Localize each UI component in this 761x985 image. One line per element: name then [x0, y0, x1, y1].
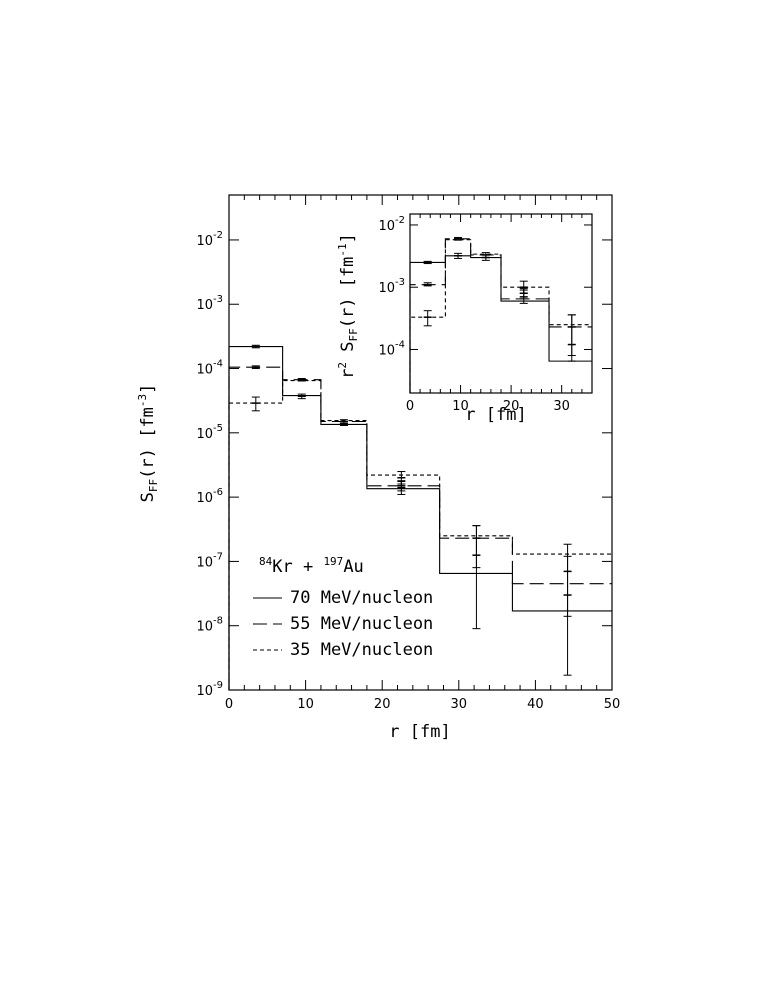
inset-error-bars — [423, 236, 576, 362]
inset-plot: 0 10 20 30 10-2 10-3 10-4 r [fm] r2 SFF(r) [f… — [336, 213, 593, 425]
y-tick-label: 10-3 — [378, 277, 405, 296]
error-bar — [519, 280, 528, 294]
error-bar — [454, 252, 463, 259]
error-bar — [454, 236, 463, 241]
error-bar — [472, 525, 481, 569]
y-tick-label: 10-7 — [196, 551, 223, 570]
inset-y-tick-labels: 10-2 10-3 10-4 — [378, 215, 405, 359]
x-tick-label: 10 — [452, 399, 469, 414]
x-tick-label: 40 — [527, 697, 544, 712]
inset-series-steps — [409, 238, 592, 393]
y-tick-label: 10-8 — [196, 616, 223, 635]
main-plot: 0 10 20 30 40 50 10-2 10-3 10-4 10-5 10-6 10-7 10-8… — [136, 194, 620, 742]
error-bar — [397, 471, 406, 485]
error-bar — [423, 282, 432, 287]
main-series-steps — [228, 345, 612, 690]
inset-axis-ticks — [409, 214, 592, 393]
main-axis-ticks — [228, 195, 613, 691]
error-bar — [423, 260, 432, 265]
y-tick-label: 10-2 — [196, 230, 223, 249]
error-bar — [251, 344, 260, 349]
y-tick-label: 10-4 — [378, 339, 405, 358]
error-bar — [339, 419, 348, 424]
reaction-annotation: 84Kr + 197Au — [259, 555, 364, 577]
legend-label: 35 MeV/nucleon — [290, 640, 433, 660]
x-tick-label: 10 — [297, 697, 314, 712]
error-bar — [567, 314, 576, 357]
main-error-bars — [251, 344, 572, 676]
error-bar — [251, 365, 260, 370]
x-tick-label: 50 — [604, 697, 621, 712]
y-tick-label: 10-6 — [196, 487, 223, 506]
legend-label: 70 MeV/nucleon — [290, 588, 433, 608]
error-bar — [297, 377, 306, 382]
x-tick-label: 0 — [225, 697, 233, 712]
inset-plot-frame — [409, 213, 593, 394]
error-bar — [563, 555, 572, 617]
error-bar — [251, 396, 260, 412]
main-y-axis-title: SFF(r) [fm-3] — [136, 384, 160, 503]
x-tick-label: 20 — [503, 399, 520, 414]
y-tick-label: 10-9 — [196, 680, 223, 699]
y-tick-label: 10-4 — [196, 359, 223, 378]
x-tick-label: 20 — [374, 697, 391, 712]
main-x-axis-title: r [fm] — [389, 722, 450, 742]
inset-y-axis-title: r2 SFF(r) [fm-1] — [336, 233, 360, 379]
y-tick-label: 10-3 — [196, 294, 223, 313]
inset-x-tick-labels: 0 10 20 30 — [406, 399, 570, 414]
series-step-dotted — [409, 239, 592, 393]
error-bar — [481, 252, 490, 259]
legend-label: 55 MeV/nucleon — [290, 614, 433, 634]
error-bar — [297, 393, 306, 400]
x-tick-label: 30 — [451, 697, 468, 712]
x-tick-label: 0 — [406, 399, 414, 414]
x-tick-label: 30 — [553, 399, 570, 414]
error-bar — [423, 310, 432, 327]
main-x-tick-labels: 0 10 20 30 40 50 — [225, 697, 620, 712]
y-tick-label: 10-2 — [378, 215, 405, 234]
inset-x-axis-title: r [fm] — [465, 405, 526, 425]
main-y-tick-labels: 10-2 10-3 10-4 10-5 10-6 10-7 10-8 10-9 — [196, 230, 223, 699]
y-tick-label: 10-5 — [196, 423, 223, 442]
legend: 70 MeV/nucleon 55 MeV/nucleon 35 MeV/nucle… — [253, 588, 433, 660]
